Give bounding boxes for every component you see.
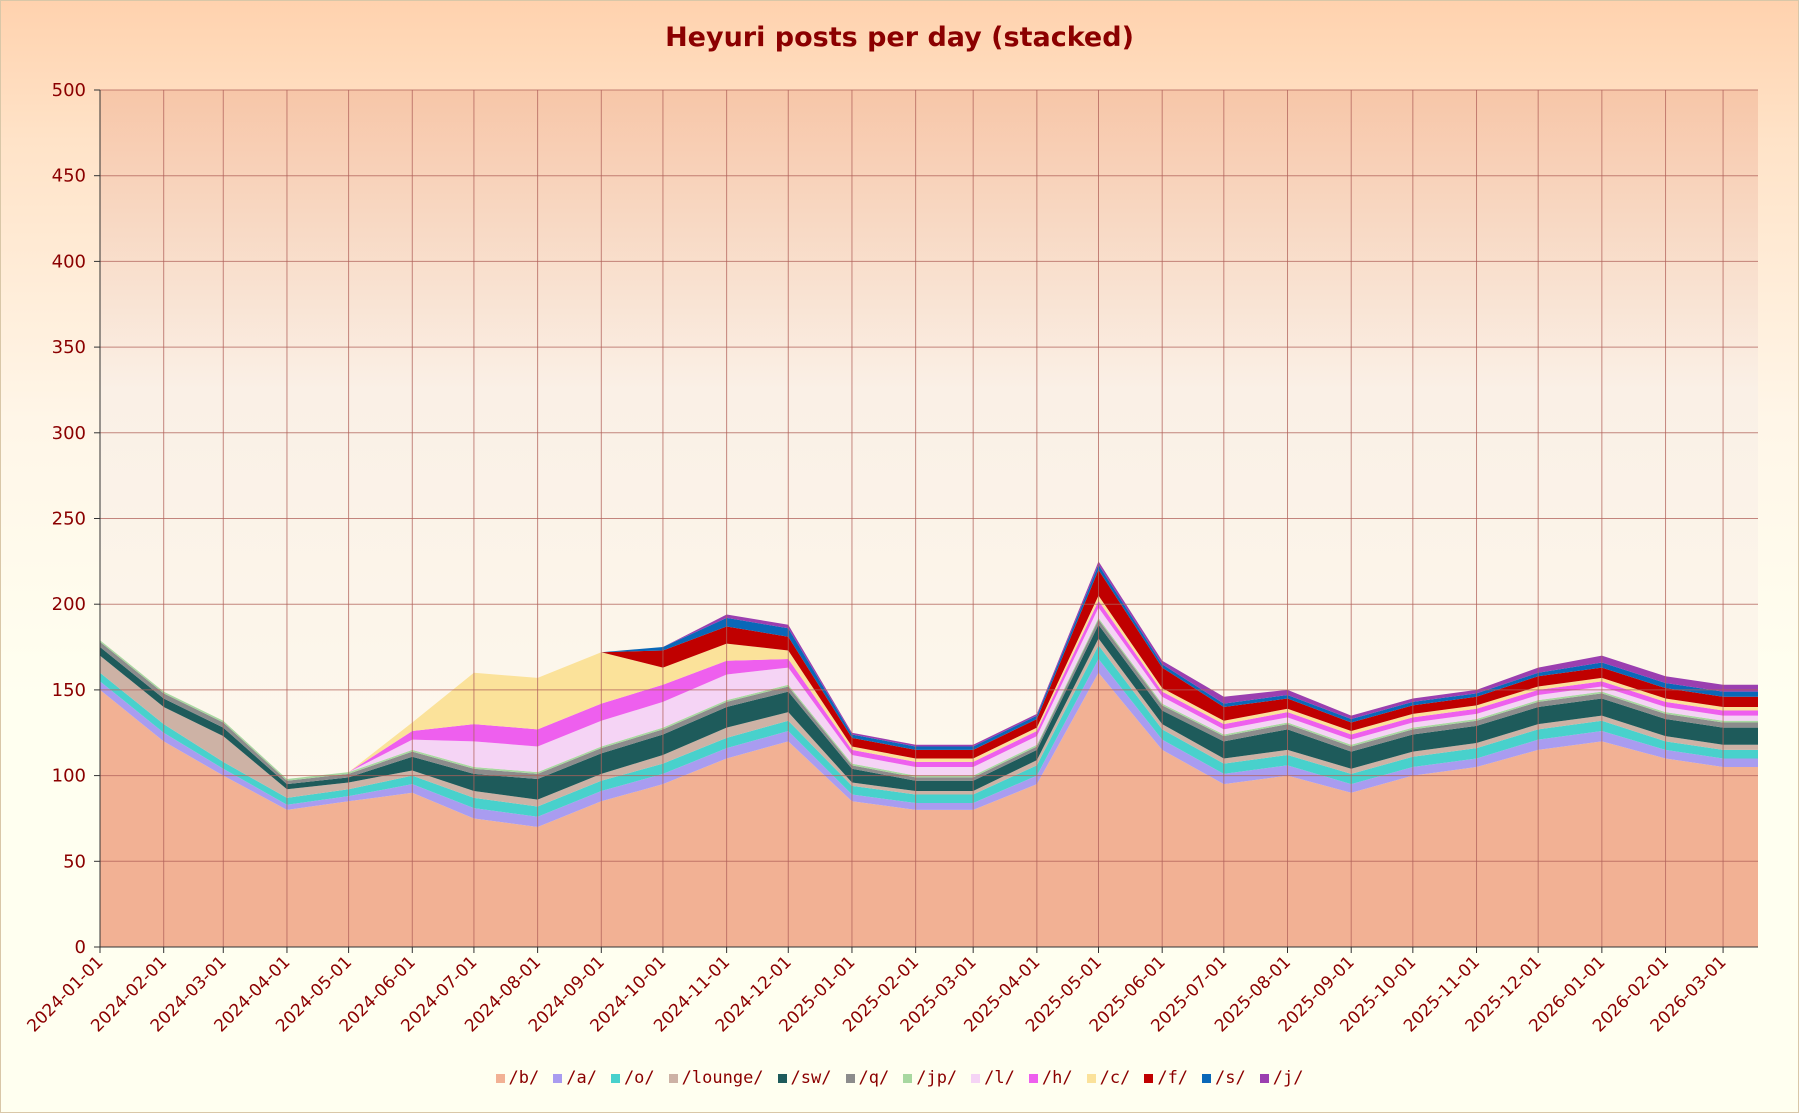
y-tick-label: 300 <box>52 423 86 444</box>
legend-label: /lounge/ <box>681 1068 764 1088</box>
legend: /b/ /a/ /o/ /lounge/ /sw/ /q/ /jp/ /l/ /h/ /c/ /f/… <box>0 1068 1799 1088</box>
legend-label: /a/ <box>566 1068 597 1088</box>
legend-item: /lounge/ <box>668 1068 764 1088</box>
y-tick-label: 500 <box>52 80 86 101</box>
legend-swatch <box>903 1073 913 1083</box>
y-tick-label: 400 <box>52 251 86 272</box>
legend-swatch <box>1028 1073 1038 1083</box>
legend-item: /jp/ <box>903 1068 957 1088</box>
y-tick-label: 0 <box>75 937 86 958</box>
legend-swatch <box>610 1073 620 1083</box>
legend-item: /c/ <box>1086 1068 1131 1088</box>
legend-label: /sw/ <box>790 1068 832 1088</box>
series-area-sw <box>100 624 1758 800</box>
legend-swatch <box>1086 1073 1096 1083</box>
y-tick-label: 50 <box>63 851 86 872</box>
legend-item: /l/ <box>971 1068 1015 1088</box>
series-area-h <box>100 600 1758 780</box>
legend-label: /c/ <box>1099 1068 1131 1088</box>
legend-swatch <box>777 1073 787 1083</box>
legend-label: /q/ <box>858 1068 890 1088</box>
legend-item: /f/ <box>1144 1068 1188 1088</box>
series-area-o <box>100 645 1758 817</box>
legend-swatch <box>553 1073 563 1083</box>
legend-item: /h/ <box>1028 1068 1073 1088</box>
legend-label: /s/ <box>1215 1068 1246 1088</box>
legend-swatch <box>1259 1073 1269 1083</box>
series-area-a <box>100 659 1758 828</box>
legend-item: /sw/ <box>777 1068 832 1088</box>
y-tick-label: 250 <box>52 509 86 530</box>
y-tick-label: 150 <box>52 680 86 701</box>
legend-item: /o/ <box>610 1068 655 1088</box>
legend-swatch <box>495 1073 505 1083</box>
legend-label: /b/ <box>508 1068 540 1088</box>
y-tick-label: 350 <box>52 337 86 358</box>
legend-item: /b/ <box>495 1068 540 1088</box>
series-area-f <box>100 569 1758 780</box>
legend-item: /a/ <box>553 1068 597 1088</box>
y-tick-label: 450 <box>52 166 86 187</box>
legend-item: /q/ <box>845 1068 890 1088</box>
legend-label: /jp/ <box>916 1068 958 1088</box>
legend-swatch <box>845 1073 855 1083</box>
legend-label: /f/ <box>1157 1068 1189 1088</box>
legend-item: /j/ <box>1259 1068 1304 1088</box>
legend-label: /l/ <box>984 1068 1015 1088</box>
legend-swatch <box>971 1073 981 1083</box>
y-tick-label: 200 <box>52 594 86 615</box>
legend-swatch <box>1202 1073 1212 1083</box>
y-tick-label: 100 <box>52 766 86 787</box>
legend-label: /o/ <box>623 1068 655 1088</box>
legend-swatch <box>1144 1073 1154 1083</box>
legend-label: /j/ <box>1272 1068 1304 1088</box>
legend-swatch <box>668 1073 678 1083</box>
chart-title: Heyuri posts per day (stacked) <box>665 22 1134 53</box>
legend-label: /h/ <box>1041 1068 1073 1088</box>
legend-item: /s/ <box>1202 1068 1246 1088</box>
